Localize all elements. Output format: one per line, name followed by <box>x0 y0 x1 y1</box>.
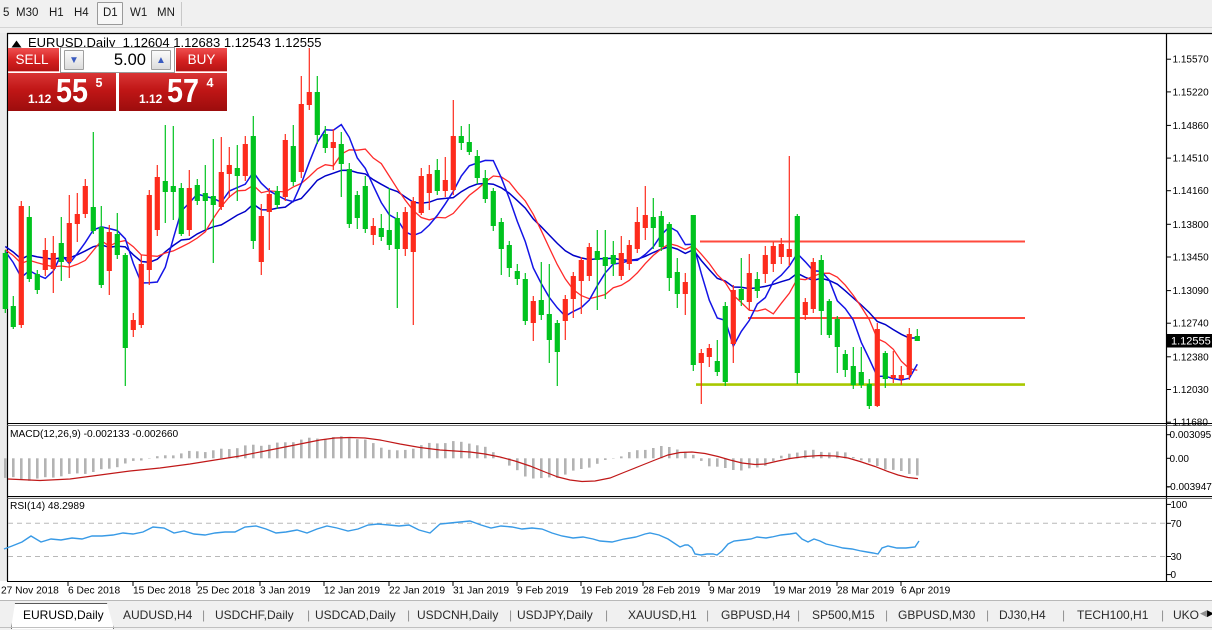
svg-text:15 Dec 2018: 15 Dec 2018 <box>133 586 191 597</box>
svg-text:1.12380: 1.12380 <box>1173 352 1210 363</box>
svg-text:28 Mar 2019: 28 Mar 2019 <box>837 586 895 597</box>
svg-text:RSI(14) 48.2989: RSI(14) 48.2989 <box>10 501 85 512</box>
svg-text:19 Mar 2019: 19 Mar 2019 <box>774 586 832 597</box>
svg-text:1.14860: 1.14860 <box>1173 121 1210 132</box>
svg-text:31 Jan 2019: 31 Jan 2019 <box>453 586 509 597</box>
svg-text:0.003095: 0.003095 <box>1170 430 1212 441</box>
svg-text:70: 70 <box>1171 519 1183 530</box>
svg-text:100: 100 <box>1171 500 1188 511</box>
svg-text:12 Jan 2019: 12 Jan 2019 <box>324 586 380 597</box>
svg-text:9 Feb 2019: 9 Feb 2019 <box>517 586 569 597</box>
svg-text:19 Feb 2019: 19 Feb 2019 <box>581 586 639 597</box>
svg-text:1.15220: 1.15220 <box>1173 87 1210 98</box>
svg-text:1.14510: 1.14510 <box>1173 154 1210 165</box>
svg-text:EURUSD,Daily 1.12604 1.12683: EURUSD,Daily 1.12604 1.12683 1.12543 1.1… <box>28 35 321 50</box>
svg-text:-0.003947: -0.003947 <box>1167 482 1212 493</box>
svg-text:MACD(12,26,9) -0.002133 -0.002: MACD(12,26,9) -0.002133 -0.002660 <box>10 429 179 440</box>
svg-text:1.12030: 1.12030 <box>1173 385 1210 396</box>
svg-text:1.12555: 1.12555 <box>1171 336 1211 348</box>
svg-text:1.13450: 1.13450 <box>1173 253 1210 264</box>
svg-text:1.15570: 1.15570 <box>1173 55 1210 66</box>
svg-text:27 Nov 2018: 27 Nov 2018 <box>1 586 59 597</box>
svg-text:25 Dec 2018: 25 Dec 2018 <box>197 586 255 597</box>
svg-text:22 Jan 2019: 22 Jan 2019 <box>389 586 445 597</box>
svg-text:30: 30 <box>1171 552 1183 563</box>
svg-text:0.00: 0.00 <box>1170 454 1190 465</box>
svg-text:1.13090: 1.13090 <box>1173 286 1210 297</box>
svg-text:1.13800: 1.13800 <box>1173 220 1210 231</box>
svg-text:6 Apr 2019: 6 Apr 2019 <box>901 586 951 597</box>
svg-text:0: 0 <box>1171 570 1177 581</box>
svg-text:1.11680: 1.11680 <box>1173 418 1209 429</box>
svg-text:3 Jan 2019: 3 Jan 2019 <box>260 586 311 597</box>
svg-text:6 Dec 2018: 6 Dec 2018 <box>68 586 120 597</box>
svg-text:1.12740: 1.12740 <box>1173 319 1210 330</box>
svg-text:9 Mar 2019: 9 Mar 2019 <box>709 586 761 597</box>
svg-text:1.14160: 1.14160 <box>1173 186 1210 197</box>
svg-text:28 Feb 2019: 28 Feb 2019 <box>643 586 701 597</box>
